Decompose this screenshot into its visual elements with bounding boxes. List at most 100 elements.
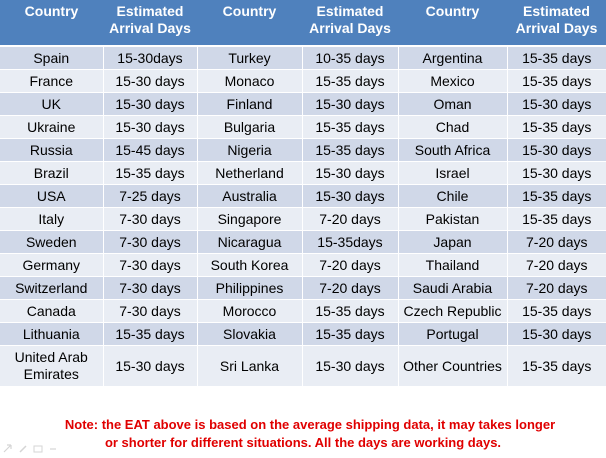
country-cell: Australia <box>196 184 302 208</box>
arrival-days-cell: 15-30 days <box>102 92 197 116</box>
country-cell: Israel <box>397 161 507 185</box>
country-cell: Morocco <box>196 299 302 323</box>
arrival-days-cell: 15-35 days <box>506 45 606 70</box>
column-header-eta: Estimated Arrival Days <box>103 0 197 47</box>
arrival-days-cell: 15-35 days <box>506 299 606 323</box>
arrival-days-cell: 15-35 days <box>506 207 606 231</box>
table-body: Spain 15-30days Turkey 10-35 days Argentina 1… <box>0 45 606 387</box>
arrival-days-cell: 7-20 days <box>506 253 606 277</box>
arrival-days-cell: 15-30 days <box>506 92 606 116</box>
arrival-days-cell: 15-35 days <box>301 115 398 139</box>
arrival-days-cell: 15-30 days <box>506 138 606 162</box>
arrival-days-cell: 15-35 days <box>301 322 398 346</box>
country-cell: Turkey <box>196 45 302 70</box>
arrival-days-cell: 7-30 days <box>102 207 197 231</box>
slide-icon[interactable] <box>33 444 43 454</box>
table-row: Russia 15-45 days Nigeria 15-35 days South A… <box>0 138 606 162</box>
arrival-days-cell: 7-20 days <box>301 207 398 231</box>
country-cell: Russia <box>0 138 103 162</box>
country-cell: Germany <box>0 253 103 277</box>
table-row: Germany 7-30 days South Korea 7-20 days Thai… <box>0 253 606 277</box>
arrival-days-cell: 7-30 days <box>102 276 197 300</box>
country-cell: Italy <box>0 207 103 231</box>
table-row: Spain 15-30days Turkey 10-35 days Argentina 1… <box>0 45 606 70</box>
country-cell: Finland <box>196 92 302 116</box>
arrival-days-cell: 15-35 days <box>506 345 606 387</box>
country-cell: Nicaragua <box>196 230 302 254</box>
arrival-days-cell: 7-20 days <box>506 230 606 254</box>
column-header-eta: Estimated Arrival Days <box>507 0 606 47</box>
country-cell: Switzerland <box>0 276 103 300</box>
arrival-days-cell: 15-30 days <box>301 161 398 185</box>
arrival-days-cell: 15-30 days <box>102 69 197 93</box>
column-header-country: Country <box>0 0 103 47</box>
country-cell: Portugal <box>397 322 507 346</box>
arrival-days-cell: 15-30 days <box>102 115 197 139</box>
country-cell: UK <box>0 92 103 116</box>
arrival-days-cell: 15-35 days <box>102 322 197 346</box>
arrival-days-cell: 7-30 days <box>102 253 197 277</box>
arrival-days-cell: 15-30 days <box>301 345 398 387</box>
arrow-icon[interactable] <box>3 444 13 454</box>
table-row: Ukraine 15-30 days Bulgaria 15-35 days Chad 1… <box>0 115 606 139</box>
arrival-days-cell: 15-35 days <box>102 161 197 185</box>
arrival-days-cell: 15-35 days <box>301 138 398 162</box>
slideshow-toolbar <box>3 444 58 454</box>
country-cell: Bulgaria <box>196 115 302 139</box>
table-row: United Arab Emirates 15-30 days Sri Lanka 1… <box>0 345 606 387</box>
arrival-days-cell: 15-30 days <box>301 184 398 208</box>
country-cell: Chad <box>397 115 507 139</box>
country-cell: Brazil <box>0 161 103 185</box>
country-cell: Saudi Arabia <box>397 276 507 300</box>
arrival-days-cell: 7-20 days <box>301 253 398 277</box>
country-cell: Oman <box>397 92 507 116</box>
arrival-days-cell: 15-30days <box>102 45 197 70</box>
header-row: Country Estimated Arrival Days Country E… <box>0 0 606 47</box>
country-cell: Netherland <box>196 161 302 185</box>
column-header-country: Country <box>398 0 507 47</box>
arrival-days-cell: 15-30 days <box>506 322 606 346</box>
arrival-days-cell: 15-35 days <box>301 299 398 323</box>
country-cell: Spain <box>0 45 103 70</box>
country-cell: Singapore <box>196 207 302 231</box>
arrival-days-cell: 15-30 days <box>301 92 398 116</box>
arrival-days-cell: 15-35 days <box>301 69 398 93</box>
column-header-country: Country <box>197 0 302 47</box>
country-cell: Sweden <box>0 230 103 254</box>
arrival-days-cell: 15-45 days <box>102 138 197 162</box>
table-row: Canada 7-30 days Morocco 15-35 days Czech Re… <box>0 299 606 323</box>
arrival-days-cell: 7-20 days <box>506 276 606 300</box>
country-cell: Canada <box>0 299 103 323</box>
country-cell: Philippines <box>196 276 302 300</box>
arrival-days-cell: 15-35 days <box>506 115 606 139</box>
arrival-days-cell: 7-20 days <box>301 276 398 300</box>
table-row: Lithuania 15-35 days Slovakia 15-35 days Por… <box>0 322 606 346</box>
country-cell: Lithuania <box>0 322 103 346</box>
arrival-days-cell: 7-30 days <box>102 299 197 323</box>
arrival-days-cell: 15-30 days <box>506 161 606 185</box>
arrival-days-cell: 15-35 days <box>506 69 606 93</box>
country-cell: South Korea <box>196 253 302 277</box>
country-cell: Japan <box>397 230 507 254</box>
country-cell: Pakistan <box>397 207 507 231</box>
country-cell: Sri Lanka <box>196 345 302 387</box>
pen-icon[interactable] <box>18 444 28 454</box>
arrival-days-cell: 7-30 days <box>102 230 197 254</box>
country-cell: South Africa <box>397 138 507 162</box>
country-cell: Ukraine <box>0 115 103 139</box>
country-cell: Other Countries <box>397 345 507 387</box>
country-cell: Mexico <box>397 69 507 93</box>
column-header-eta: Estimated Arrival Days <box>302 0 398 47</box>
country-cell: USA <box>0 184 103 208</box>
country-cell: Czech Republic <box>397 299 507 323</box>
shipping-table: Country Estimated Arrival Days Country E… <box>0 0 606 387</box>
country-cell: Monaco <box>196 69 302 93</box>
table-row: UK 15-30 days Finland 15-30 days Oman 15-30 d… <box>0 92 606 116</box>
country-cell: Argentina <box>397 45 507 70</box>
table-row: Sweden 7-30 days Nicaragua 15-35days Japan 7-… <box>0 230 606 254</box>
country-cell: France <box>0 69 103 93</box>
menu-icon[interactable] <box>48 444 58 454</box>
country-cell: United Arab Emirates <box>0 345 103 387</box>
table-row: France 15-30 days Monaco 15-35 days Mexico 15… <box>0 69 606 93</box>
table-row: USA 7-25 days Australia 15-30 days Chile 15-3… <box>0 184 606 208</box>
